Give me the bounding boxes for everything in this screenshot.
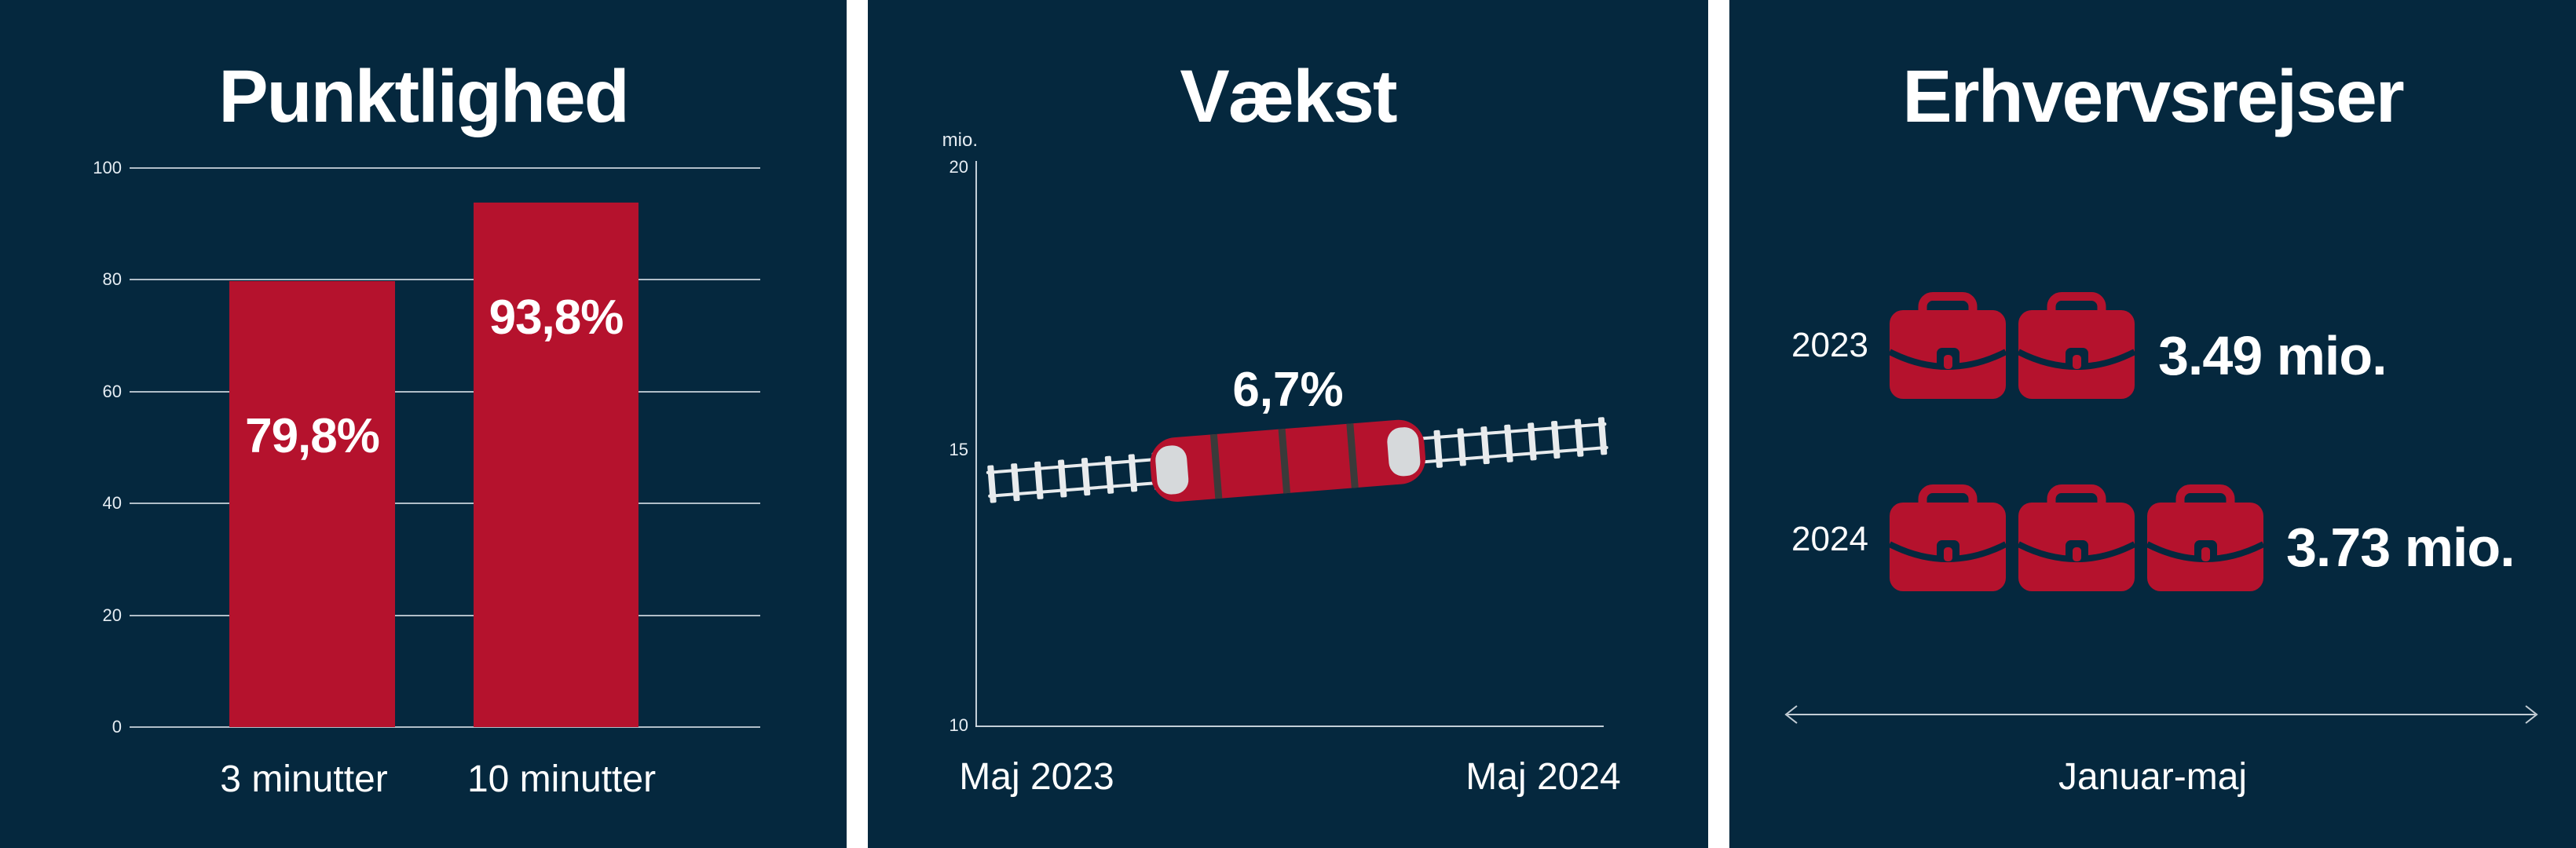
y-tick-60: 60 [102,382,122,401]
panel-growth: Vækst mio. 20 15 10 6,7% M [868,0,1708,848]
gridline-100 [130,167,760,169]
train-windshield-right [1387,427,1421,477]
trip-value-2024: 3.73 mio. [2286,517,2516,578]
year-label-2023: 2023 [1791,326,1868,364]
growth-y-axis [975,161,977,727]
category-label-10-minutter: 10 minutter [467,758,657,800]
growth-y-tick-15: 15 [949,440,968,459]
briefcase-icon [2147,484,2263,591]
bar-value-10-minutter: 93,8% [488,291,624,345]
bar-3-minutter [229,280,395,728]
y-tick-80: 80 [102,269,122,289]
briefcase-icon [1890,484,2006,591]
growth-y-tick-10: 10 [949,715,968,735]
train-windshield-left [1155,445,1189,495]
briefcase-row-2024 [1890,484,2439,591]
trip-value-2023: 3.49 mio. [2158,325,2388,386]
bar-10-minutter [474,203,639,728]
growth-x-axis [975,726,1604,727]
briefcase-icon [2018,484,2135,591]
briefcase-icon [1890,292,2006,399]
year-label-2024: 2024 [1791,520,1868,558]
y-tick-20: 20 [102,605,122,625]
y-tick-100: 100 [93,158,122,177]
gridline-20 [130,615,760,616]
punctuality-title: Punktlighed [218,55,630,138]
category-label-3-minutter: 3 minutter [220,758,388,800]
x-label-maj-2023: Maj 2023 [959,756,1114,798]
business-title: Erhvervsrejser [1902,55,2405,138]
arrowhead-right [2525,705,2538,724]
briefcase-row-2023 [1890,292,2439,399]
growth-title: Vækst [1180,55,1397,138]
gridline-80 [130,279,760,280]
period-label: Januar-maj [2058,756,2248,798]
arrowhead-left [1784,705,1798,724]
briefcase-icon [2018,292,2135,399]
growth-percentage: 6,7% [1232,363,1344,417]
gridline-40 [130,503,760,504]
growth-y-tick-20: 20 [949,157,968,177]
panel-punctuality: Punktlighed 100 80 60 40 20 0 79,8% 93,8… [0,0,847,848]
y-tick-40: 40 [102,493,122,513]
timeline-arrow [1784,705,2538,724]
gridline-60 [130,391,760,393]
train-icon [1150,419,1426,502]
panel-business: Erhvervsrejser 2023 3.49 mio. 2024 [1729,0,2576,848]
gridline-0 [130,726,760,728]
y-axis-unit-label: mio. [942,130,978,151]
x-label-maj-2024: Maj 2024 [1465,756,1621,798]
bar-value-3-minutter: 79,8% [245,409,380,463]
y-tick-0: 0 [112,717,122,737]
railway-track-train-illustration [986,417,1608,503]
